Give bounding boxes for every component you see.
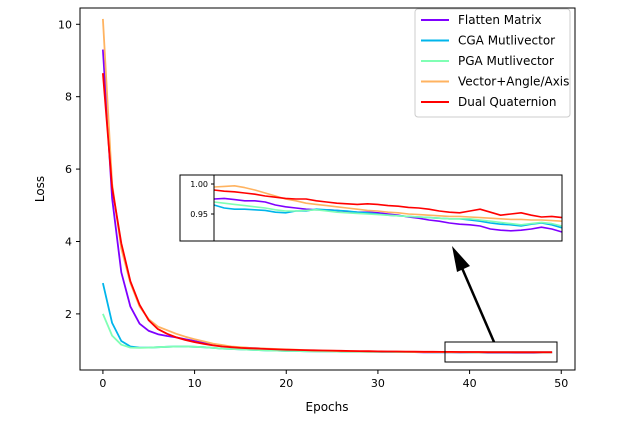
legend-label-vector-angle-axis: Vector+Angle/Axis xyxy=(458,75,569,89)
legend-label-flatten-matrix: Flatten Matrix xyxy=(458,13,542,27)
inset-y-tick-label: 1.00 xyxy=(190,180,208,189)
legend-items: Flatten Matrix CGA Mutlivector PGA Mutlive… xyxy=(421,13,569,109)
legend-label-pga-mutlivector: PGA Mutlivector xyxy=(458,54,554,68)
y-tick-label: 4 xyxy=(65,235,72,248)
inset-series-line-dual-quaternion xyxy=(213,189,563,219)
x-tick-label: 30 xyxy=(371,377,385,390)
inset-series-group xyxy=(213,185,563,233)
legend-label-dual-quaternion: Dual Quaternion xyxy=(458,95,556,109)
series-line-dual-quaternion xyxy=(102,73,553,354)
y-tick-label: 6 xyxy=(65,163,72,176)
legend-box xyxy=(414,8,571,118)
inset-series-line-flatten-matrix xyxy=(213,197,563,233)
x-tick-label: 20 xyxy=(279,377,293,390)
x-tick-label: 40 xyxy=(463,377,477,390)
legend-label-cga-mutlivector: CGA Mutlivector xyxy=(458,34,555,48)
x-axis-label: Epochs xyxy=(306,400,349,414)
inset-frame xyxy=(179,174,563,242)
y-axis-label: Loss xyxy=(33,176,47,202)
axes-frame xyxy=(79,7,576,371)
x-axis-ticks: 0 10 20 30 40 50 xyxy=(99,370,568,390)
inset-y-ticks: 0.95 1.00 xyxy=(190,180,214,219)
inset-series-line-vector-angle-axis xyxy=(213,185,563,222)
inset-y-tick-label: 0.95 xyxy=(190,210,208,219)
x-tick-label: 10 xyxy=(188,377,202,390)
x-tick-label: 0 xyxy=(99,377,106,390)
zoom-region-box xyxy=(444,341,558,363)
main-series-group xyxy=(102,18,553,354)
zoom-arrow-head xyxy=(452,246,470,272)
x-tick-label: 50 xyxy=(554,377,568,390)
zoom-arrow xyxy=(452,246,496,343)
y-tick-label: 8 xyxy=(65,91,72,104)
legend: Flatten Matrix CGA Mutlivector PGA Mutlive… xyxy=(414,8,571,118)
inset-series-line-pga-mutlivector xyxy=(213,201,563,227)
zoom-arrow-shaft xyxy=(460,267,496,343)
y-tick-label: 2 xyxy=(65,308,72,321)
y-tick-label: 10 xyxy=(58,18,72,31)
y-axis-ticks: 2 4 6 8 10 xyxy=(58,18,80,321)
